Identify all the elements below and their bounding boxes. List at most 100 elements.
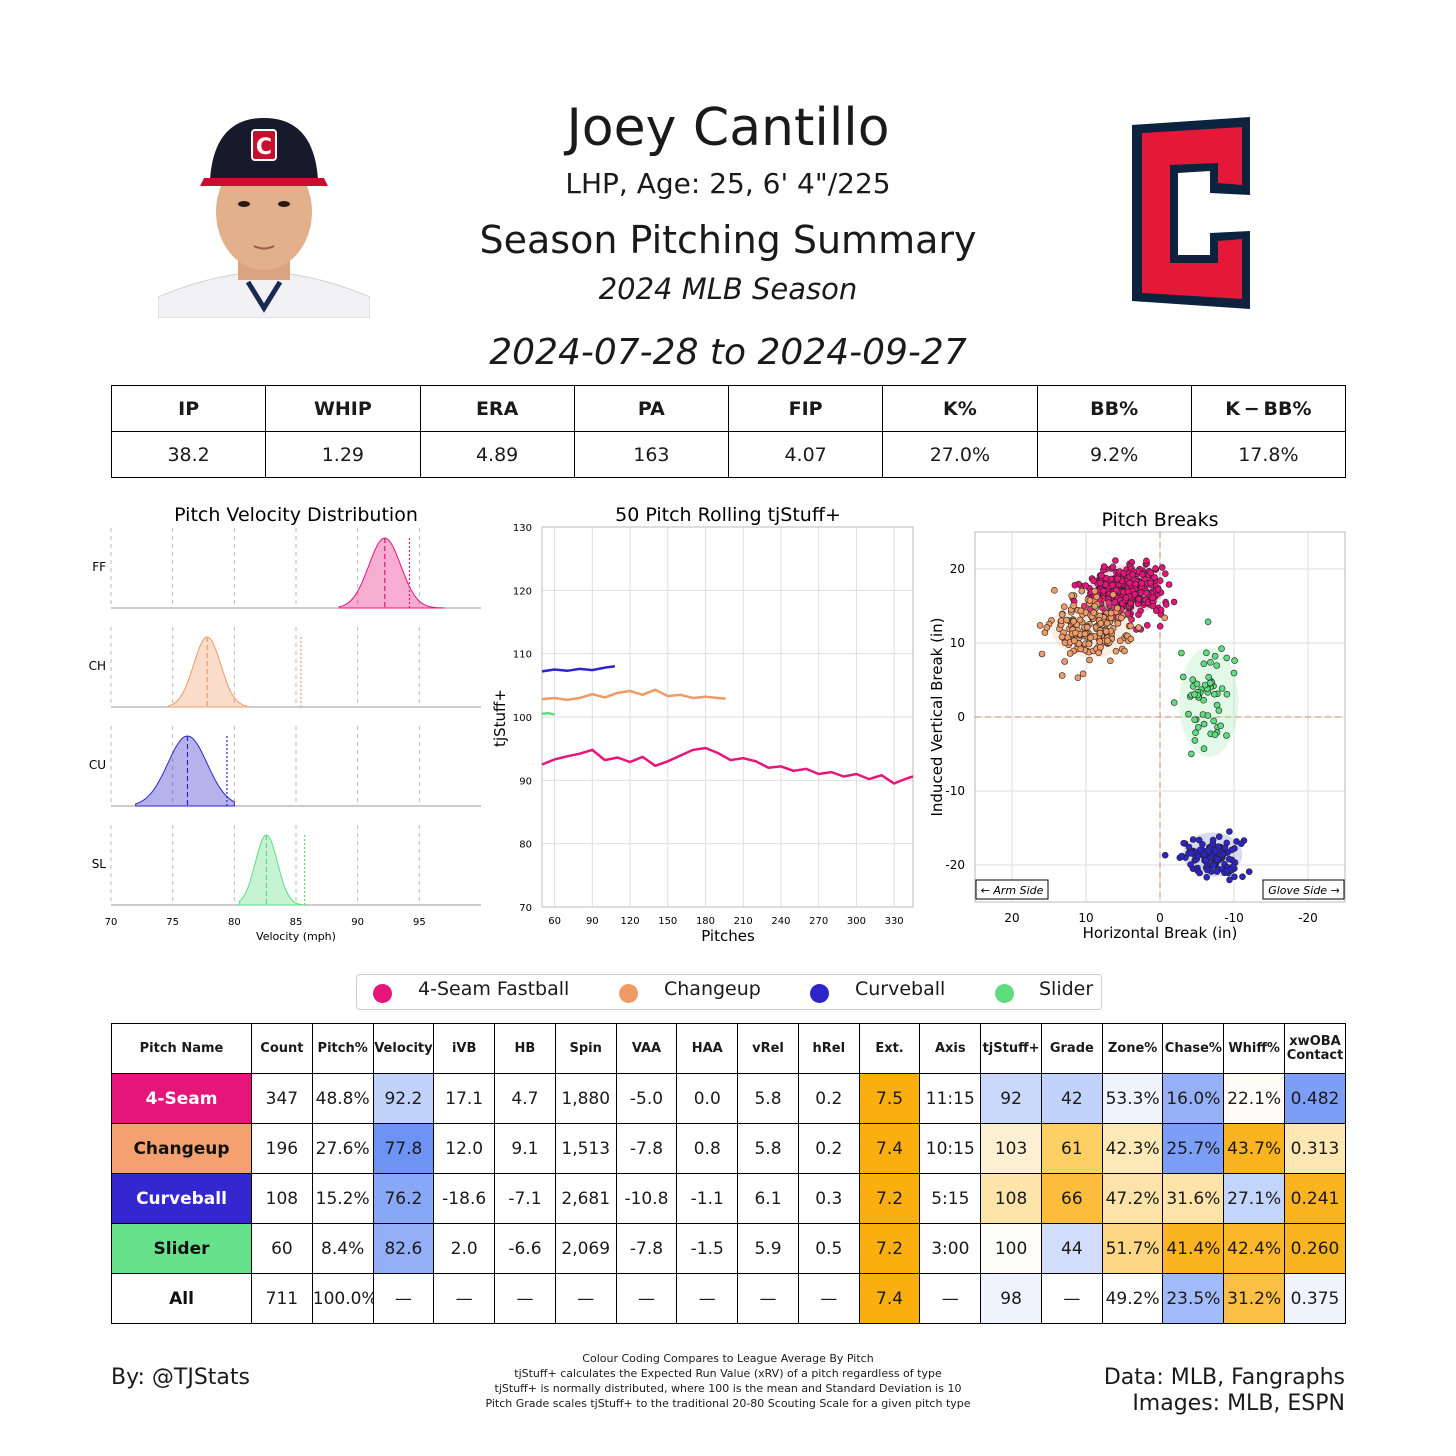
breaks-point-cu — [1178, 852, 1186, 860]
breaks-point-cu — [1209, 836, 1217, 844]
rolling-x-tick: 180 — [696, 916, 715, 927]
pitch-table-header-cell: Grade — [1040, 1023, 1103, 1074]
pitch-metric-cell: 8.4% — [311, 1223, 374, 1274]
pitch-metric-cell: 100.0% — [311, 1273, 374, 1324]
summary-value-cell: 4.89 — [419, 431, 575, 478]
breaks-point-ch — [1114, 620, 1122, 627]
breaks-point-ff — [1090, 577, 1097, 584]
rolling-y-label: tjStuff+ — [491, 689, 509, 747]
rolling-x-tick: 210 — [734, 916, 753, 927]
breaks-point-cu — [1231, 873, 1238, 881]
pitch-metric-cell: 1,880 — [554, 1073, 617, 1124]
breaks-point-ch — [1086, 597, 1094, 604]
breaks-point-sl — [1223, 732, 1230, 739]
velocity-density-ff — [338, 537, 445, 609]
breaks-point-ch — [1097, 620, 1105, 627]
breaks-point-sl — [1223, 690, 1231, 698]
summary-value-cell: 9.2% — [1036, 431, 1192, 478]
pitch-metric-cell: — — [433, 1273, 496, 1324]
breaks-point-ch — [1114, 604, 1121, 612]
breaks-point-cu — [1214, 855, 1221, 863]
breaks-point-ch — [1081, 630, 1089, 638]
breaks-point-sl — [1206, 679, 1214, 687]
breaks-y-tick: -10 — [945, 784, 965, 798]
pitch-metric-cell: — — [676, 1273, 739, 1324]
pitch-metric-cell: 92 — [980, 1073, 1042, 1124]
breaks-point-ff — [1149, 594, 1157, 601]
pitch-metric-cell: 60 — [251, 1223, 313, 1274]
breaks-point-ch — [1127, 635, 1135, 643]
arm-side-label: ← Arm Side — [981, 884, 1044, 897]
pitch-metric-cell: 42.4% — [1223, 1223, 1286, 1274]
breaks-point-ch — [1071, 637, 1078, 644]
pitch-metric-cell: 7.5 — [858, 1073, 921, 1124]
breaks-point-sl — [1191, 716, 1199, 723]
summary-value-cell: 38.2 — [110, 431, 267, 478]
summary-value-cell: 4.07 — [727, 431, 884, 478]
legend-dot-ch — [619, 984, 638, 1003]
breaks-point-ff — [1135, 611, 1142, 618]
breaks-point-sl — [1204, 712, 1212, 719]
breaks-point-cu — [1221, 844, 1229, 852]
breaks-point-ff — [1098, 572, 1105, 579]
glove-side-box — [1262, 879, 1345, 900]
breaks-point-sl — [1193, 680, 1201, 688]
breaks-point-ff — [1128, 616, 1135, 623]
breaks-point-sl — [1194, 724, 1202, 731]
velocity-row-label: SL — [92, 857, 107, 871]
breaks-point-sl — [1210, 717, 1218, 725]
breaks-point-ff — [1122, 594, 1130, 601]
breaks-point-sl — [1187, 750, 1195, 758]
cap-logo-letter: C — [256, 135, 272, 160]
pitch-metric-cell: 98 — [980, 1273, 1042, 1324]
breaks-point-ch — [1060, 603, 1068, 610]
breaks-point-cu — [1211, 847, 1219, 855]
pitch-table-header-cell: HB — [494, 1023, 556, 1074]
pitch-metric-cell: 51.7% — [1101, 1223, 1164, 1274]
breaks-point-ch — [1085, 640, 1093, 648]
breaks-y-tick: 20 — [950, 562, 965, 576]
breaks-point-cu — [1202, 856, 1210, 864]
summary-header-cell: K% — [882, 385, 1038, 432]
breaks-point-cu — [1237, 840, 1245, 848]
pitch-metric-cell: -7.8 — [615, 1123, 678, 1174]
pitch-metric-cell: 2,069 — [554, 1223, 617, 1274]
rolling-line-cu — [541, 665, 616, 673]
pitch-metric-cell: 48.8% — [311, 1073, 374, 1124]
breaks-point-ff — [1152, 565, 1159, 572]
breaks-point-ch — [1116, 637, 1124, 645]
velocity-row-label: FF — [92, 560, 106, 574]
velocity-chart-title: Pitch Velocity Distribution — [174, 504, 418, 526]
pitch-metric-cell: 31.6% — [1162, 1173, 1225, 1224]
rolling-y-tick: 80 — [519, 840, 532, 851]
summary-value-cell: 27.0% — [882, 431, 1038, 478]
pitch-metric-cell: 9.1 — [494, 1123, 556, 1174]
breaks-point-sl — [1191, 737, 1199, 744]
breaks-point-ch — [1038, 650, 1046, 658]
pitch-metric-cell: — — [494, 1273, 556, 1324]
breaks-point-sl — [1200, 745, 1208, 752]
pitch-metric-cell: 0.3 — [797, 1173, 860, 1224]
breaks-point-ff — [1147, 569, 1155, 576]
rolling-line-ff — [541, 746, 914, 785]
footnote-4: Pitch Grade scales tjStuff+ to the tradi… — [485, 1397, 971, 1410]
footnote-2: tjStuff+ calculates the Expected Run Val… — [514, 1367, 942, 1380]
breaks-point-ch — [1102, 628, 1110, 635]
rolling-chart-title: 50 Pitch Rolling tjStuff+ — [615, 504, 841, 526]
breaks-y-tick: 0 — [957, 710, 965, 724]
breaks-point-ff — [1100, 563, 1108, 570]
breaks-point-sl — [1211, 731, 1219, 739]
breaks-point-sl — [1213, 662, 1221, 669]
breaks-point-ch — [1096, 638, 1104, 645]
breaks-point-sl — [1213, 701, 1221, 709]
breaks-point-ff — [1126, 579, 1133, 587]
rolling-stuff-chart: 50 Pitch Rolling tjStuff+ Pitches tjStuf… — [491, 504, 914, 945]
pitch-metric-cell: 108 — [251, 1173, 313, 1224]
pitch-metric-cell: — — [737, 1273, 799, 1324]
table-row: 4-Seam 347 48.8% 92.2 17.1 4.7 1,880 -5.0 0.0 5.8… — [111, 1073, 1346, 1124]
data-source: Data: MLB, Fangraphs — [1103, 1365, 1345, 1390]
breaks-y-label: Induced Vertical Break (in) — [928, 617, 946, 816]
breaks-point-ch — [1083, 623, 1091, 631]
rolling-y-tick: 130 — [513, 523, 532, 534]
breaks-point-ff — [1149, 602, 1157, 610]
